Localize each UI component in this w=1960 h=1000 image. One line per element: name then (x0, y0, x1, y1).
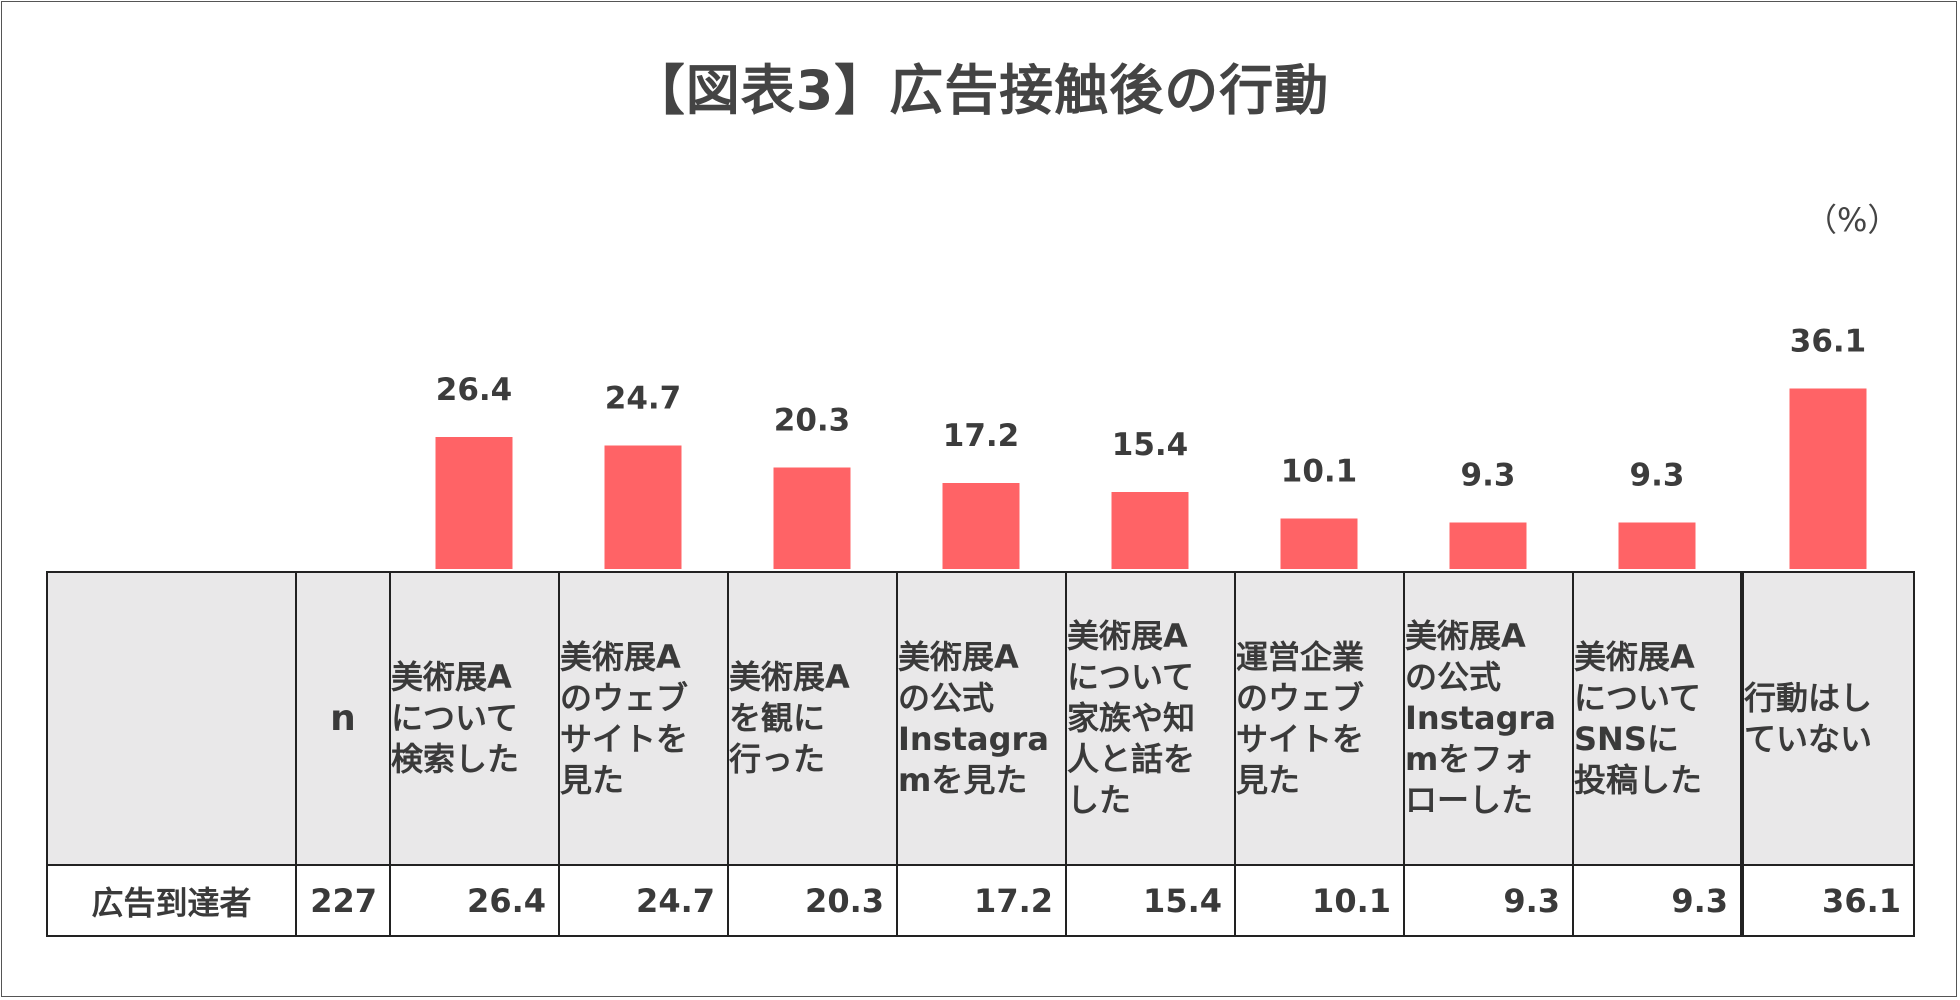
header-cell: 行動はし ていない (1740, 571, 1915, 866)
header-cell: 美術展A について 家族や知 人と話を した (1065, 571, 1236, 866)
bar (773, 467, 851, 569)
bar-value-label: 24.7 (605, 381, 682, 417)
bar (1111, 492, 1189, 569)
bar-value-label: 9.3 (1630, 458, 1685, 494)
table-row: 広告到達者 227 26.4 24.7 20.3 17.2 15.4 10.1 … (46, 864, 1915, 937)
header-cell: 美術展A の公式 Instagra mをフォ ローした (1403, 571, 1574, 866)
table-header-row: n 美術展A について 検索した 美術展A のウェブ サイトを 見た 美術展A … (46, 571, 1915, 866)
header-cell: 美術展A を観に 行った (727, 571, 898, 866)
value-cell: 15.4 (1065, 864, 1236, 937)
bar (435, 437, 513, 569)
bar-value-label: 9.3 (1461, 458, 1516, 494)
bar-value-label: 36.1 (1790, 324, 1867, 360)
header-cell: 美術展A について SNSに 投稿した (1572, 571, 1743, 866)
value-cell: 36.1 (1740, 864, 1915, 937)
value-cell: 24.7 (558, 864, 729, 937)
corner-cell (46, 571, 297, 866)
value-cell-highlighted: 20.3 (727, 864, 898, 937)
bar (1618, 522, 1696, 569)
header-cell: 美術展A のウェブ サイトを 見た (558, 571, 729, 866)
n-header: n (295, 571, 391, 866)
bar-value-label: 17.2 (943, 418, 1020, 454)
value-cell: 9.3 (1572, 864, 1743, 937)
bar (1449, 522, 1527, 569)
bar-value-label: 15.4 (1112, 427, 1189, 463)
bar-value-label: 26.4 (436, 372, 513, 408)
header-cell: 運営企業 のウェブ サイトを 見た (1234, 571, 1405, 866)
bar (604, 445, 682, 569)
unit-label: （%） (1805, 201, 1900, 239)
chart-title: 【図表3】広告接触後の行動 (630, 59, 1330, 122)
bar (1789, 388, 1867, 569)
value-cell: 10.1 (1234, 864, 1405, 937)
row-label: 広告到達者 (46, 864, 297, 937)
value-cell: 9.3 (1403, 864, 1574, 937)
bar (942, 483, 1020, 569)
header-cell: 美術展A の公式 Instagra mを見た (896, 571, 1067, 866)
data-table: n 美術展A について 検索した 美術展A のウェブ サイトを 見た 美術展A … (46, 571, 1915, 937)
bar-value-label: 10.1 (1281, 454, 1358, 490)
bar-value-label: 20.3 (774, 403, 851, 439)
bar (1280, 518, 1358, 569)
n-value: 227 (295, 864, 391, 937)
value-cell: 26.4 (389, 864, 560, 937)
value-cell: 17.2 (896, 864, 1067, 937)
header-cell: 美術展A について 検索した (389, 571, 560, 866)
